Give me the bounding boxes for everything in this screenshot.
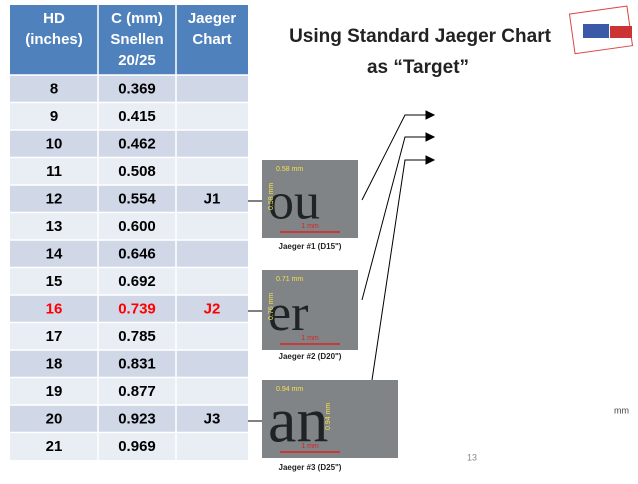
scale-label: 1 mm	[301, 443, 319, 450]
table-row-bg	[10, 267, 248, 295]
table-cell: 0.646	[118, 246, 156, 263]
table-cell: 19	[46, 383, 63, 400]
scale-label: 1 mm	[301, 223, 319, 230]
table-cell: 12	[46, 191, 63, 208]
table-row-bg	[10, 350, 248, 378]
table-cell: J2	[204, 301, 221, 318]
table-cell: 0.923	[118, 411, 156, 428]
title-line: Using Standard Jaeger Chart	[289, 26, 552, 47]
table-cell: 0.877	[118, 383, 156, 400]
table-cell: 0.554	[118, 191, 156, 208]
table-cell: 0.969	[118, 438, 156, 455]
unit-note: mm	[614, 405, 629, 415]
jaeger-letters: er	[268, 285, 308, 342]
table-cell: 9	[50, 108, 58, 125]
table-cell: 0.831	[118, 356, 156, 373]
page-number: 13	[467, 452, 477, 462]
table-header-text: Chart	[192, 31, 231, 48]
table-cell: J1	[204, 191, 221, 208]
title-line: as “Target”	[367, 57, 469, 78]
connectors	[230, 110, 436, 422]
table-cell: 17	[46, 328, 63, 345]
width-label: 0.71 mm	[276, 276, 303, 283]
image-caption: Jaeger #1 (D15")	[279, 242, 342, 251]
table-cell: 15	[46, 273, 63, 290]
height-label: 0.76 mm	[268, 293, 275, 320]
table-cell: 16	[46, 301, 63, 318]
table-cell: 0.692	[118, 273, 156, 290]
table-cell: 0.739	[118, 301, 156, 318]
table-header-text: HD	[43, 10, 65, 27]
jaeger-letters: an	[268, 384, 328, 455]
table-row-bg	[10, 405, 248, 433]
image-caption: Jaeger #3 (D25")	[279, 463, 342, 472]
table-cell: 21	[46, 438, 63, 455]
table-cell: 0.415	[118, 108, 156, 125]
table-row-bg	[10, 432, 248, 460]
jaeger-image	[262, 380, 398, 458]
jaeger-letters: ou	[268, 174, 320, 231]
table-row-bg	[10, 157, 248, 185]
table-row-bg	[10, 102, 248, 130]
table-row-bg	[10, 75, 248, 103]
table-cell: 14	[46, 246, 63, 263]
table-cell: 0.508	[118, 163, 156, 180]
logo	[568, 5, 634, 55]
table-cell: 10	[46, 136, 63, 153]
table-cell: 13	[46, 218, 63, 235]
table-cell: 0.600	[118, 218, 156, 235]
table-row-bg	[10, 322, 248, 350]
table-cell: 0.369	[118, 81, 156, 98]
height-label: 0.58 mm	[268, 183, 275, 210]
table-header-text: Jaeger	[188, 10, 237, 27]
width-label: 0.94 mm	[276, 386, 303, 393]
table-header-bg	[10, 5, 248, 75]
table-row-bg	[10, 295, 248, 323]
table-cell: 8	[50, 81, 58, 98]
table-header-text: (inches)	[25, 31, 83, 48]
table-header-text: 20/25	[118, 52, 156, 69]
table-cell: 0.785	[118, 328, 156, 345]
scale-label: 1 mm	[301, 335, 319, 342]
table-row-bg	[10, 212, 248, 240]
table-row-bg	[10, 377, 248, 405]
image-caption: Jaeger #2 (D20")	[279, 352, 342, 361]
table-row-bg	[10, 240, 248, 268]
table-row-bg	[10, 185, 248, 213]
table-row-bg	[10, 130, 248, 158]
table-header-text: Snellen	[110, 31, 163, 48]
table-cell: J3	[204, 411, 221, 428]
table-cell: 11	[46, 163, 62, 180]
jaeger-image	[262, 160, 358, 238]
jaeger-image	[262, 270, 358, 350]
height-label: 0.94 mm	[325, 403, 332, 430]
table-header-text: C (mm)	[111, 10, 163, 27]
table-cell: 0.462	[118, 136, 156, 153]
table-cell: 18	[46, 356, 63, 373]
width-label: 0.58 mm	[276, 166, 303, 173]
table-cell: 20	[46, 411, 63, 428]
